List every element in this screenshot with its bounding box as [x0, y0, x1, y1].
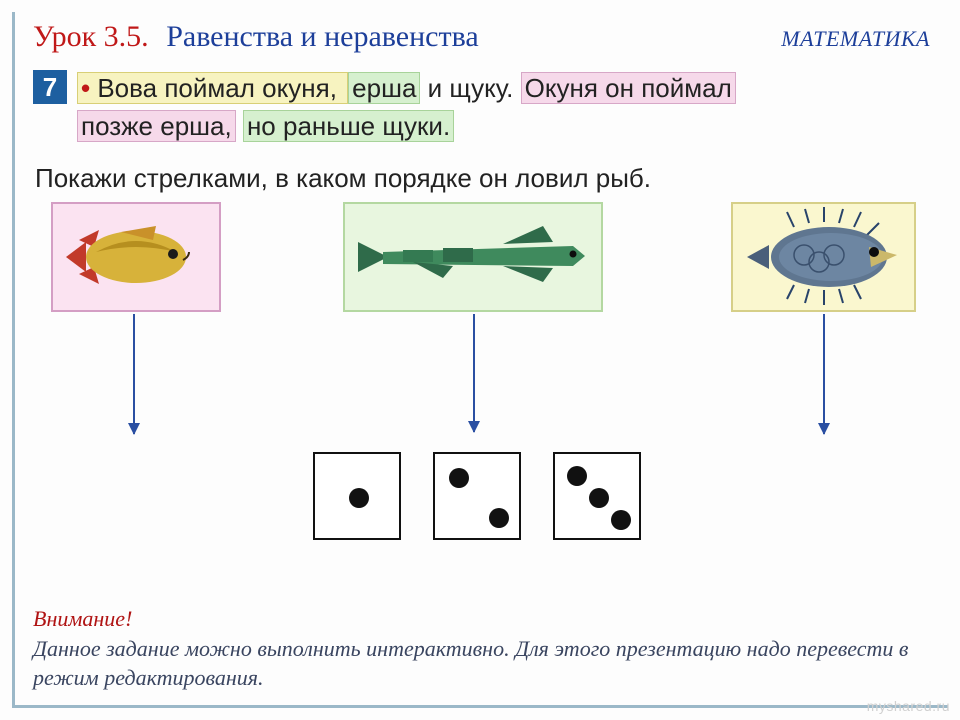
problem-seg6: но раньше щуки. [243, 110, 454, 142]
fish-card-pike[interactable] [343, 202, 603, 312]
dice-row [33, 452, 930, 562]
dice-3[interactable] [553, 452, 641, 540]
lesson-line: Урок 3.5. Равенства и неравенства [33, 20, 479, 54]
slide: Урок 3.5. Равенства и неравенства МАТЕМА… [12, 12, 948, 708]
problem-seg4: Окуня он поймал [521, 72, 736, 104]
problem-number-badge: 7 [33, 70, 67, 104]
lesson-number: Урок 3.5. [33, 20, 149, 53]
fish-row [33, 202, 930, 352]
arrow-down-icon [133, 314, 135, 434]
note-block: Внимание! Данное задание можно выполнить… [33, 604, 930, 693]
problem-seg3: и щуку. [428, 73, 514, 103]
watermark: myshared.ru [867, 698, 950, 714]
ruff-icon [739, 207, 909, 307]
problem-text: • Вова поймал окуня, ерша и щуку. Окуня … [77, 70, 736, 145]
fish-card-ruff[interactable] [731, 202, 916, 312]
bullet-icon: • [81, 73, 90, 103]
perch-icon [61, 212, 211, 302]
arrow-down-icon [823, 314, 825, 434]
fish-card-perch[interactable] [51, 202, 221, 312]
instruction-text: Покажи стрелками, в каком порядке он лов… [35, 163, 930, 194]
problem-seg1: • Вова поймал окуня, [77, 72, 348, 104]
subject-label: МАТЕМАТИКА [781, 26, 930, 52]
header: Урок 3.5. Равенства и неравенства МАТЕМА… [33, 20, 930, 54]
arrow-down-icon [473, 314, 475, 432]
dice-2[interactable] [433, 452, 521, 540]
dice-1[interactable] [313, 452, 401, 540]
problem-seg5: позже ерша, [77, 110, 236, 142]
note-body: Данное задание можно выполнить интеракти… [33, 636, 908, 691]
note-attention: Внимание! [33, 606, 132, 631]
problem-seg2: ерша [348, 72, 420, 104]
lesson-title: Равенства и неравенства [166, 20, 478, 53]
pike-icon [353, 212, 593, 302]
problem-block: 7 • Вова поймал окуня, ерша и щуку. Окун… [33, 70, 930, 145]
